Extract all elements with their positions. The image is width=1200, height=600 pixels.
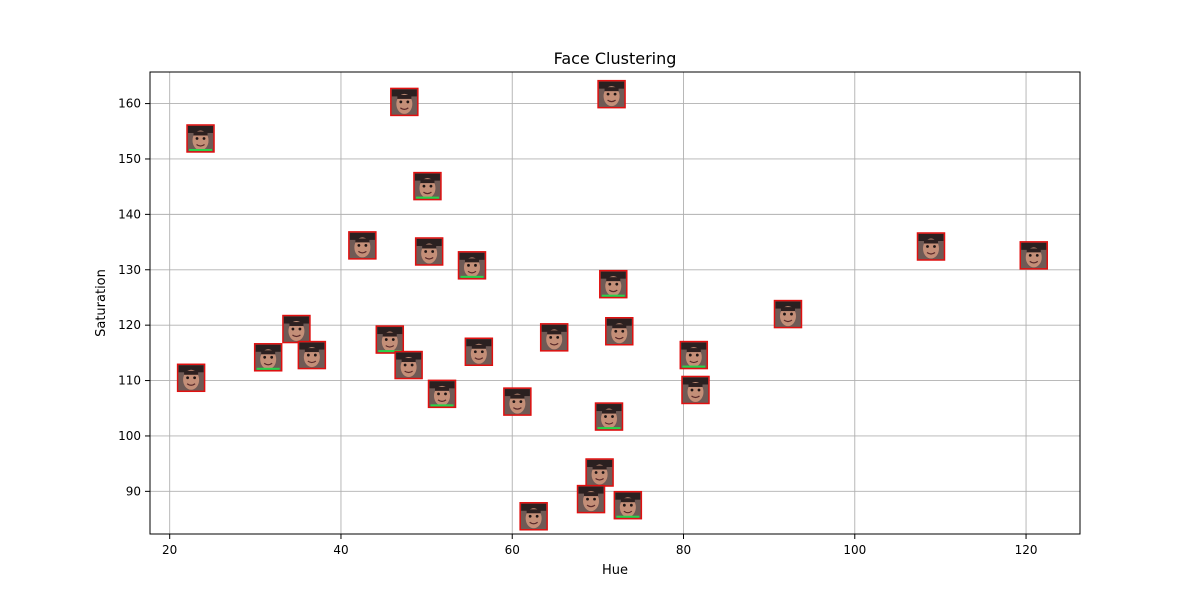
y-tick-label: 160	[118, 97, 141, 111]
face-marker	[253, 343, 283, 372]
y-tick-label: 90	[126, 484, 141, 498]
face-marker	[375, 325, 405, 354]
x-axis-label: Hue	[602, 563, 628, 578]
face-marker	[394, 350, 423, 380]
face-marker	[348, 231, 377, 260]
plot-frame	[149, 71, 1081, 535]
face-marker	[176, 363, 206, 393]
y-axis-ticks: 90 100 110 120 130 140 150 160	[118, 97, 150, 498]
face-marker	[681, 375, 710, 405]
face-marker	[576, 484, 606, 514]
face-marker	[427, 379, 457, 409]
face-marker	[186, 124, 215, 153]
x-tick-label: 80	[676, 543, 691, 557]
y-axis-label: Saturation	[94, 269, 109, 337]
y-tick-label: 140	[118, 207, 141, 221]
y-tick-label: 100	[118, 429, 141, 443]
face-marker	[457, 251, 487, 280]
chart-title: Face Clustering	[554, 49, 677, 68]
x-tick-label: 120	[1015, 543, 1038, 557]
face-marker	[1019, 241, 1049, 270]
face-marker	[916, 232, 946, 261]
face-marker	[773, 299, 803, 329]
face-marker	[597, 79, 626, 109]
face-marker	[413, 171, 442, 201]
y-tick-label: 120	[118, 318, 141, 332]
x-tick-label: 100	[843, 543, 866, 557]
face-marker	[539, 323, 569, 352]
y-tick-label: 150	[118, 152, 141, 166]
face-marker	[519, 502, 548, 531]
face-marker	[599, 269, 628, 299]
face-markers	[176, 79, 1049, 531]
y-tick-label: 130	[118, 263, 141, 277]
face-marker	[679, 340, 709, 370]
face-marker	[605, 317, 634, 346]
face-marker	[594, 402, 624, 431]
face-marker	[297, 340, 327, 370]
face-marker	[464, 337, 494, 366]
x-tick-label: 60	[505, 543, 520, 557]
face-marker	[282, 314, 311, 344]
grid-lines	[150, 72, 1080, 534]
face-marker	[585, 458, 614, 487]
face-marker	[503, 387, 532, 416]
face-marker	[613, 490, 643, 520]
face-marker	[390, 87, 419, 117]
x-axis-ticks: 20 40 60 80 100 120	[162, 534, 1038, 557]
y-tick-label: 110	[118, 374, 141, 388]
x-tick-label: 40	[333, 543, 348, 557]
face-marker	[414, 237, 444, 266]
x-tick-label: 20	[162, 543, 177, 557]
